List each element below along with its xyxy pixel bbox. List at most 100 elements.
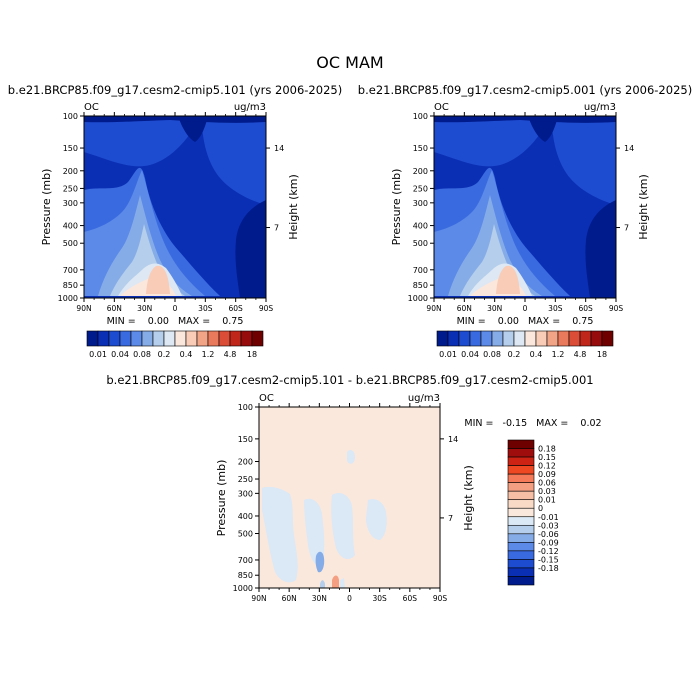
- x-tick-label: 90S: [609, 304, 624, 313]
- colorbar-label: 4.8: [224, 350, 237, 359]
- colorbar-label: 0.2: [158, 350, 171, 359]
- x-tick-label: 0: [347, 594, 352, 603]
- panel-right-colorbar: 0.01 0.04 0.08 0.2 0.4 1.2 4.8 18: [436, 330, 614, 359]
- colorbar-label: -0.18: [538, 564, 559, 573]
- colorbar-label: 0.03: [538, 487, 556, 496]
- panel-right-plot: [434, 116, 616, 298]
- right-tick-label: 7: [448, 514, 453, 523]
- right-tick-label: 14: [624, 144, 634, 153]
- y-tick-label: 300: [63, 199, 78, 208]
- panel-diff-var: OC: [259, 393, 274, 404]
- x-tick-label: 30N: [137, 304, 152, 313]
- panel-left-ylabel-right: Height (km): [287, 174, 300, 240]
- x-tick-label: 30S: [548, 304, 563, 313]
- colorbar-label: 0.04: [461, 350, 479, 359]
- colorbar-cell: [507, 567, 535, 577]
- y-tick-label: 200: [63, 167, 78, 176]
- colorbar-cell: [546, 330, 559, 347]
- x-tick-label: 90S: [259, 304, 274, 313]
- y-tick-label: 1000: [58, 294, 78, 303]
- panel-right-ylabel: Pressure (mb): [390, 169, 403, 246]
- x-tick-label: 90S: [433, 594, 448, 603]
- x-tick-label: 30N: [312, 594, 327, 603]
- colorbar-cell: [152, 330, 165, 347]
- colorbar-label: 0.06: [538, 479, 556, 488]
- x-tick-label: 0: [173, 304, 178, 313]
- y-tick-label: 250: [413, 184, 428, 193]
- y-tick-label: 500: [413, 239, 428, 248]
- colorbar-label: -0.03: [538, 521, 559, 530]
- x-tick-label: 60N: [107, 304, 122, 313]
- colorbar-label: 1.2: [552, 350, 565, 359]
- colorbar-cell: [507, 533, 535, 543]
- colorbar-cell: [480, 330, 493, 347]
- colorbar-label: -0.01: [538, 513, 559, 522]
- panel-right-ylabel-right: Height (km): [637, 174, 650, 240]
- colorbar-cell: [447, 330, 460, 347]
- panel-right-var: OC: [434, 102, 449, 113]
- y-tick-label: 150: [413, 144, 428, 153]
- colorbar-cell: [163, 330, 176, 347]
- y-tick-label: 150: [238, 435, 253, 444]
- y-tick-label: 500: [63, 239, 78, 248]
- x-tick-label: 90N: [76, 304, 91, 313]
- y-tick-label: 100: [413, 112, 428, 121]
- y-tick-label: 400: [413, 222, 428, 231]
- panel-diff-colorbar: 0.180.150.120.090.060.030.010-0.01-0.03-…: [507, 439, 559, 586]
- colorbar-label: 18: [247, 350, 257, 359]
- colorbar-cell: [86, 330, 99, 347]
- colorbar-label: 0.08: [483, 350, 501, 359]
- colorbar-label: 0: [538, 504, 543, 513]
- panel-diff-minmax: MIN = -0.15 MAX = 0.02: [464, 418, 601, 429]
- y-tick-label: 1000: [408, 294, 428, 303]
- x-tick-label: 90N: [426, 304, 441, 313]
- x-tick-label: 60S: [579, 304, 594, 313]
- colorbar-label: 0.08: [133, 350, 151, 359]
- colorbar-cell: [507, 456, 535, 466]
- panel-left-title: b.e21.BRCP85.f09_g17.cesm2-cmip5.101 (yr…: [8, 83, 342, 97]
- colorbar-cell: [507, 542, 535, 552]
- colorbar-cell: [502, 330, 515, 347]
- colorbar-cell: [568, 330, 581, 347]
- colorbar-cell: [507, 490, 535, 501]
- colorbar-cell: [130, 330, 143, 347]
- colorbar-cell: [174, 330, 187, 347]
- colorbar-cell: [141, 330, 154, 347]
- colorbar-label: 4.8: [574, 350, 587, 359]
- colorbar-cell: [507, 550, 535, 560]
- colorbar-cell: [507, 482, 535, 492]
- x-tick-label: 30S: [198, 304, 213, 313]
- panel-left-var: OC: [84, 102, 99, 113]
- colorbar-cell: [218, 330, 231, 347]
- panel-diff: b.e21.BRCP85.f09_g17.cesm2-cmip5.101 - b…: [106, 373, 601, 603]
- colorbar-cell: [207, 330, 220, 347]
- x-tick-label: 30S: [373, 594, 388, 603]
- colorbar-cell: [251, 330, 264, 347]
- y-tick-label: 200: [238, 457, 253, 466]
- colorbar-cell: [524, 330, 537, 347]
- colorbar-cell: [469, 330, 482, 347]
- panel-diff-plot: [259, 407, 440, 588]
- page-title: OC MAM: [316, 53, 383, 72]
- colorbar-label: 18: [597, 350, 607, 359]
- panel-diff-title: b.e21.BRCP85.f09_g17.cesm2-cmip5.101 - b…: [106, 373, 593, 387]
- y-tick-label: 400: [238, 512, 253, 521]
- y-tick-label: 850: [63, 281, 78, 290]
- y-tick-label: 700: [63, 266, 78, 275]
- colorbar-label: 0.15: [538, 453, 556, 462]
- colorbar-cell: [513, 330, 526, 347]
- panel-left-minmax: MIN = 0.00 MAX = 0.75: [107, 316, 244, 327]
- y-tick-label: 850: [238, 571, 253, 580]
- y-tick-label: 850: [413, 281, 428, 290]
- colorbar-cell: [507, 559, 535, 569]
- panel-right-title: b.e21.BRCP85.f09_g17.cesm2-cmip5.001 (yr…: [358, 83, 692, 97]
- right-tick-label: 14: [274, 144, 284, 153]
- colorbar-cell: [240, 330, 253, 347]
- right-tick-label: 7: [624, 224, 629, 233]
- colorbar-cell: [535, 330, 548, 347]
- colorbar-label: 0.2: [508, 350, 521, 359]
- panel-left-colorbar: 0.01 0.04 0.08 0.2 0.4 1.2 4.8 18: [86, 330, 264, 359]
- colorbar-cell: [601, 330, 614, 347]
